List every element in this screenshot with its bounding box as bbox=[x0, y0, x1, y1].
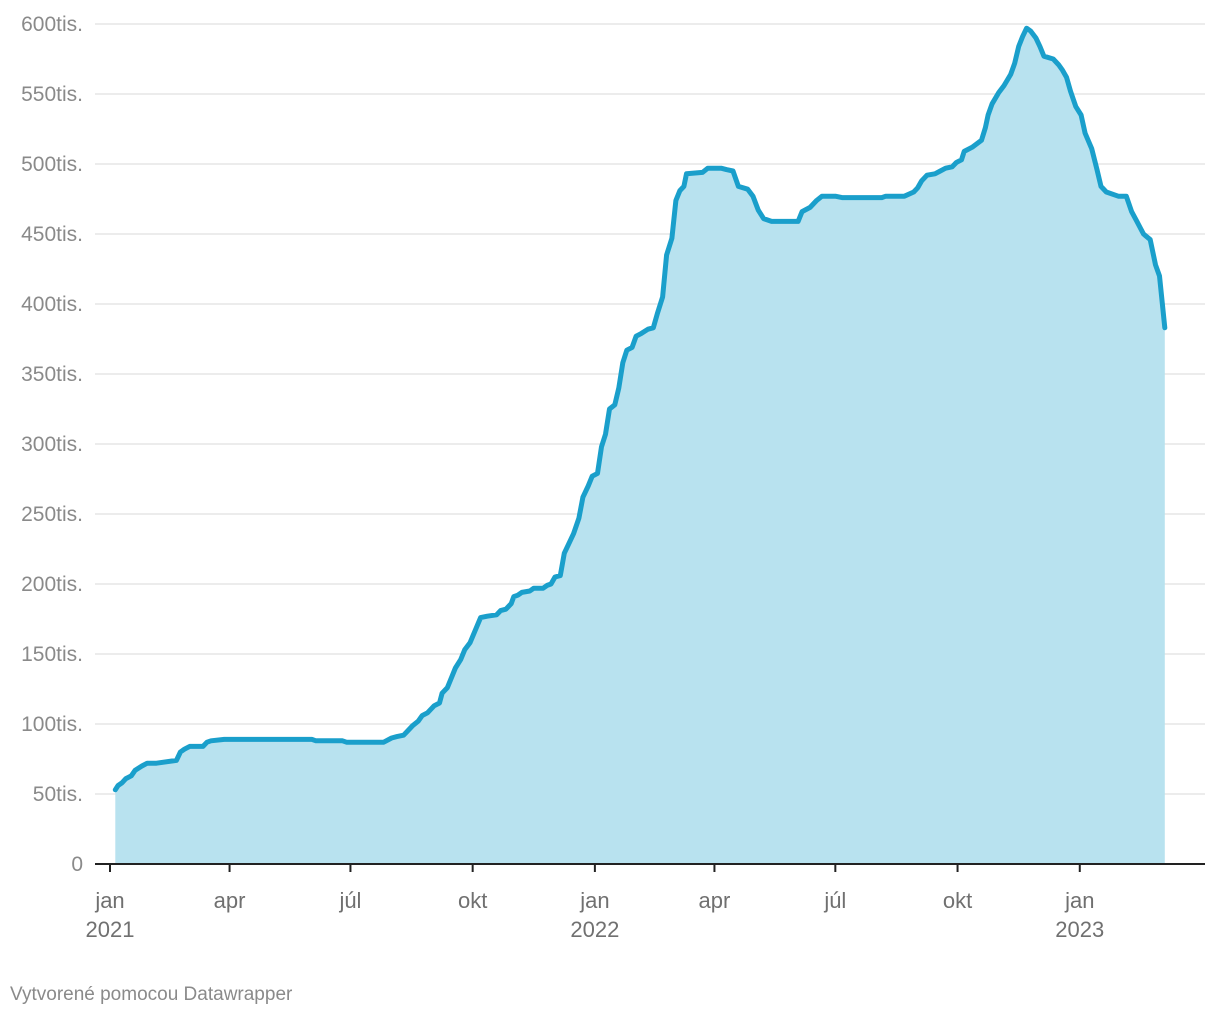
y-tick-label: 600tis. bbox=[21, 13, 83, 36]
y-axis-tick-labels: 0 50tis. 100tis. 150tis. 200tis. 250tis. 300ti… bbox=[21, 13, 83, 876]
x-tick-label: jan bbox=[94, 888, 124, 913]
y-tick-label: 350tis. bbox=[21, 363, 83, 386]
y-tick-label: 150tis. bbox=[21, 643, 83, 666]
x-tick-year-label: 2022 bbox=[570, 917, 619, 942]
y-tick-label: 50tis. bbox=[33, 783, 83, 806]
y-tick-label: 250tis. bbox=[21, 503, 83, 526]
series-line bbox=[112, 25, 1168, 793]
x-axis-tick-labels: jan 2021 apr júl okt jan 2022 apr júl okt jan 2023 bbox=[86, 888, 1105, 942]
series-area-fill bbox=[115, 28, 1165, 864]
y-tick-label: 450tis. bbox=[21, 223, 83, 246]
chart-credit: Vytvorené pomocou Datawrapper bbox=[10, 984, 293, 1005]
data-area bbox=[112, 25, 1168, 864]
x-tick-year-label: 2021 bbox=[86, 917, 135, 942]
x-tick-label: júl bbox=[823, 888, 846, 913]
y-tick-label: 200tis. bbox=[21, 573, 83, 596]
axes bbox=[95, 863, 1205, 872]
x-tick-year-label: 2023 bbox=[1055, 917, 1104, 942]
y-tick-label: 100tis. bbox=[21, 713, 83, 736]
x-tick-label: jan bbox=[1064, 888, 1094, 913]
y-tick-label: 0 bbox=[71, 853, 83, 876]
y-tick-label: 550tis. bbox=[21, 83, 83, 106]
x-tick-label: apr bbox=[699, 888, 731, 913]
x-tick-label: apr bbox=[214, 888, 246, 913]
y-tick-label: 300tis. bbox=[21, 433, 83, 456]
x-tick-label: okt bbox=[943, 888, 972, 913]
y-tick-label: 400tis. bbox=[21, 293, 83, 316]
x-tick-label: júl bbox=[338, 888, 361, 913]
x-tick-label: okt bbox=[458, 888, 487, 913]
x-tick-label: jan bbox=[579, 888, 609, 913]
y-tick-label: 500tis. bbox=[21, 153, 83, 176]
